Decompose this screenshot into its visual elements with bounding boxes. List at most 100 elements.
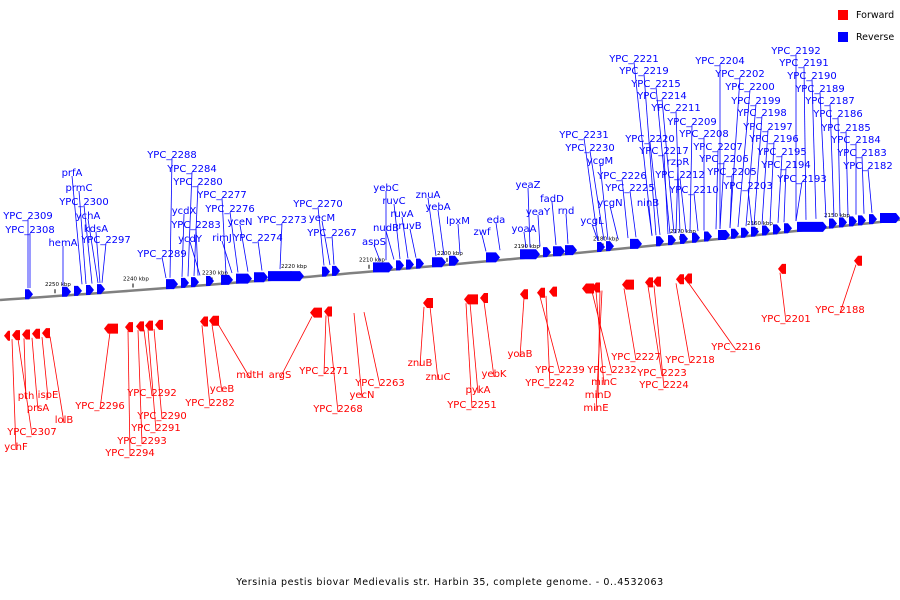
leader-line [519, 297, 525, 358]
leader-line [317, 206, 325, 266]
leader-line [565, 213, 569, 244]
forward-gene-arrow [155, 319, 163, 330]
leader-line [839, 264, 857, 314]
forward-gene-arrow [125, 322, 133, 333]
gene-label: mdtH [236, 370, 264, 381]
gene-label: YPC_2226 [596, 171, 647, 182]
forward-gene-arrow [324, 306, 332, 317]
reverse-gene-arrow [74, 285, 82, 296]
leader-line [101, 242, 107, 283]
leader-line [323, 315, 327, 375]
gene-label: YPC_2197 [742, 122, 793, 133]
gene-label: minC [591, 377, 617, 388]
reverse-gene-arrow [784, 223, 792, 234]
leader-line [23, 338, 27, 400]
gene-label: YPC_2239 [534, 365, 585, 376]
gene-label: lpxM [446, 216, 470, 227]
gene-label: YPC_2309 [2, 211, 53, 222]
reverse-gene-arrow [869, 214, 877, 225]
leader-line [373, 244, 381, 261]
leader-line [647, 286, 663, 377]
gene-label: YPC_2289 [136, 249, 187, 260]
leader-line [49, 336, 65, 424]
gene-label: pykA [466, 385, 491, 396]
gene-label: YPC_2188 [814, 305, 865, 316]
leader-line [753, 115, 763, 226]
gene-label: ispE [38, 390, 59, 401]
gene-label: ruvB [398, 221, 421, 232]
gene-label: YPC_2191 [778, 58, 829, 69]
gene-label: ychA [76, 211, 101, 222]
leader-line [527, 187, 531, 248]
forward-gene-arrow [200, 316, 208, 327]
forward-gene-arrow [22, 329, 30, 340]
leader-line [737, 89, 751, 228]
gene-label: ycdX [172, 206, 197, 217]
forward-gene-arrow [12, 330, 20, 341]
reverse-gene-arrow [221, 274, 233, 285]
gene-label: YPC_2201 [760, 314, 811, 325]
forward-gene-arrow [480, 292, 488, 303]
gene-label: hemA [48, 238, 77, 249]
gene-label: YPC_2290 [136, 411, 187, 422]
gene-label: YPC_2232 [586, 365, 637, 376]
leader-line [545, 295, 551, 387]
reverse-gene-arrow [322, 266, 330, 277]
forward-gene-arrow [778, 263, 786, 274]
leader-line [429, 306, 439, 381]
gene-label: rnd [558, 206, 575, 217]
gene-label: YPC_2210 [668, 185, 719, 196]
reverse-gene-arrow [839, 217, 847, 228]
forward-gene-arrow [653, 276, 661, 287]
leader-line [221, 197, 227, 274]
gene-label: nudB [373, 223, 399, 234]
gene-label: YPC_2195 [756, 147, 807, 158]
gene-label: YPC_2214 [636, 91, 687, 102]
reverse-gene-arrow [520, 249, 540, 260]
gene-label: YPC_2184 [830, 135, 881, 146]
leader-line [621, 178, 629, 239]
gene-label: YPC_2267 [306, 228, 357, 239]
gene-label: YPC_2283 [170, 220, 221, 231]
reverse-gene-arrow [656, 236, 664, 247]
leader-line [591, 223, 599, 242]
gene-label: YPC_2224 [638, 380, 689, 391]
gene-label: YPC_2198 [736, 108, 787, 119]
gene-label: YPC_2196 [748, 134, 799, 145]
leader-line [143, 329, 153, 397]
leader-line [819, 91, 827, 218]
leader-line [595, 290, 603, 412]
leader-line [483, 301, 495, 378]
forward-gene-arrow [537, 287, 545, 298]
gene-label: yeaZ [515, 180, 540, 191]
gene-label: YPC_2263 [354, 378, 405, 389]
gene-label: prsA [27, 403, 50, 414]
forward-gene-arrow [582, 283, 594, 294]
gene-label: YPC_2202 [714, 69, 765, 80]
leader-line [17, 338, 33, 436]
legend-reverse: Reverse [838, 30, 894, 44]
tick-label: 2240 kbp [123, 277, 149, 283]
leader-line [795, 181, 803, 222]
reverse-strand-genes [25, 212, 900, 300]
gene-label: YPC_2282 [184, 398, 235, 409]
gene-label: YPC_2212 [654, 170, 705, 181]
leader-line [217, 323, 251, 379]
gene-label: YPC_2231 [558, 130, 609, 141]
leader-line [137, 330, 143, 445]
gene-label: YPC_2189 [794, 84, 845, 95]
gene-label: YPC_2288 [146, 150, 197, 161]
leader-line [629, 190, 637, 238]
leader-line [591, 291, 613, 374]
gene-label: yeaY [526, 207, 551, 218]
gene-label: YPC_2217 [638, 146, 689, 157]
reverse-gene-arrow [849, 216, 857, 227]
gene-label: YPC_2300 [58, 197, 109, 208]
reverse-gene-arrow [181, 277, 189, 288]
leader-line [41, 337, 49, 399]
gene-label: YPC_2211 [650, 103, 701, 114]
reverse-gene-arrow [606, 241, 614, 252]
gene-label: YPC_2221 [608, 54, 659, 65]
forward-gene-arrow [684, 273, 692, 284]
